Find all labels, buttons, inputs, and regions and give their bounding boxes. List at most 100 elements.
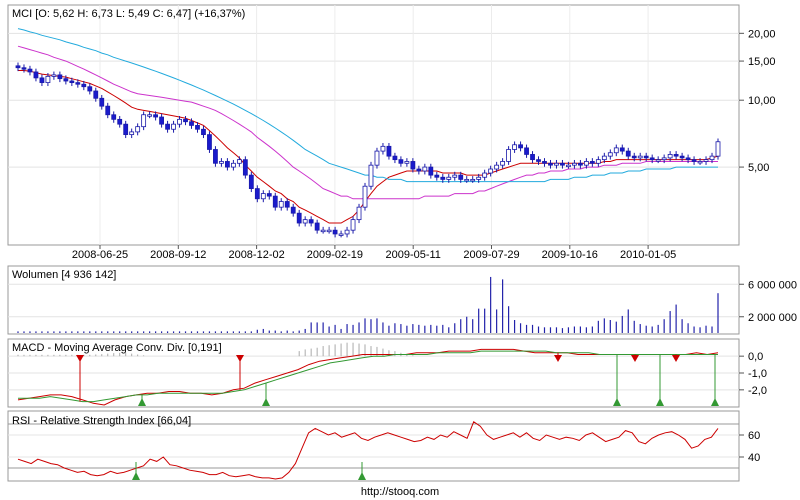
candle-body: [667, 154, 673, 159]
candle-body: [236, 159, 242, 164]
candle-body: [583, 161, 589, 166]
candle-body: [637, 155, 643, 159]
candle-body: [135, 126, 141, 133]
candle-body: [290, 206, 296, 214]
macd-buy-marker: [711, 398, 719, 406]
price-xtick-label: 2009-05-11: [385, 249, 440, 261]
candle-body: [458, 174, 464, 180]
candle-body: [254, 188, 260, 200]
price-xtick-label: 2010-01-05: [620, 249, 676, 261]
candle-body: [494, 164, 500, 170]
candle-body: [398, 159, 404, 164]
candle-body: [57, 74, 63, 80]
price-ytick-label: 20,00: [748, 28, 776, 40]
candle-body: [410, 161, 416, 170]
candle-body: [266, 193, 272, 197]
candle-body: [338, 233, 344, 236]
candle-body: [482, 172, 488, 178]
candle-body: [284, 201, 290, 208]
rsi-title: RSI - Relative Strength Index [66,04]: [12, 415, 191, 427]
macd-title: MACD - Moving Average Conv. Div. [0,191]: [12, 342, 222, 354]
price-xtick-label: 2008-12-02: [228, 249, 284, 261]
candle-body: [260, 193, 266, 200]
volume-ytick-label: 2 000 000: [748, 312, 797, 324]
candle-body: [248, 174, 254, 190]
candle-body: [177, 118, 182, 125]
candle-body: [440, 176, 446, 180]
candle-body: [488, 168, 494, 174]
candle-body: [111, 114, 117, 120]
candle-body: [278, 201, 284, 208]
candle-body: [87, 86, 93, 92]
candle-body: [147, 114, 153, 117]
candle-body: [697, 161, 703, 164]
candle-body: [63, 78, 69, 82]
candle-body: [183, 118, 188, 123]
candle-body: [691, 159, 697, 162]
candle-body: [326, 229, 332, 233]
candle-body: [470, 179, 476, 182]
candle-body: [350, 219, 356, 231]
candle-body: [21, 67, 27, 70]
price-xtick-label: 2008-09-12: [150, 249, 206, 261]
candle-body: [356, 206, 362, 221]
candle-body: [673, 154, 679, 157]
candle-body: [380, 145, 386, 152]
candle-body: [524, 147, 529, 155]
macd-buy-marker: [138, 398, 146, 406]
candle-body: [560, 162, 565, 166]
candle-body: [601, 155, 607, 161]
candle-body: [613, 147, 619, 154]
candle-body: [500, 161, 506, 166]
candle-body: [655, 159, 661, 162]
macd-buy-marker: [613, 398, 621, 406]
rsi-ytick-label: 60: [748, 430, 760, 442]
macd-buy-marker: [656, 398, 664, 406]
candle-body: [661, 157, 667, 161]
candle-body: [201, 128, 206, 136]
candle-body: [242, 159, 248, 176]
candle-body: [404, 161, 410, 164]
candle-body: [105, 105, 111, 116]
volume-ytick-label: 6 000 000: [748, 279, 797, 291]
candle-body: [99, 97, 105, 107]
candle-body: [45, 75, 51, 84]
candle-body: [619, 147, 625, 152]
candle-body: [344, 229, 350, 235]
candle-body: [392, 155, 398, 161]
candle-body: [518, 144, 523, 149]
candle-body: [117, 118, 123, 125]
candle-body: [171, 123, 176, 130]
rsi-panel: 60 40 RSI - Relative Strength Index [66,0…: [7, 410, 760, 482]
candle-body: [159, 116, 164, 125]
candle-body: [302, 219, 308, 224]
candle-body: [542, 161, 547, 164]
footer-url: http://stooq.com: [361, 486, 439, 498]
candle-body: [153, 114, 159, 118]
candle-body: [320, 229, 326, 233]
candle-body: [75, 82, 81, 85]
candle-body: [643, 155, 649, 159]
candle-body: [715, 141, 721, 157]
macd-sell-marker: [554, 355, 562, 362]
volume-panel: 6 000 000 2 000 000 Wolumen [4 936 142]: [7, 265, 797, 335]
candle-body: [81, 83, 87, 88]
candle-body: [165, 123, 170, 130]
candle-body: [434, 174, 440, 178]
candle-body: [422, 166, 428, 172]
price-ytick-label: 5,00: [748, 162, 769, 174]
macd-buy-marker: [262, 398, 270, 406]
candle-body: [416, 168, 422, 172]
price-ma-line: [17, 45, 718, 200]
price-ma-line: [18, 70, 719, 224]
macd-sell-marker: [76, 355, 84, 362]
candle-body: [464, 179, 470, 182]
candle-body: [69, 80, 75, 84]
candle-body: [589, 161, 595, 164]
macd-sell-marker: [672, 355, 680, 362]
candle-body: [51, 74, 57, 77]
candle-body: [679, 155, 685, 159]
candle-body: [625, 150, 631, 157]
